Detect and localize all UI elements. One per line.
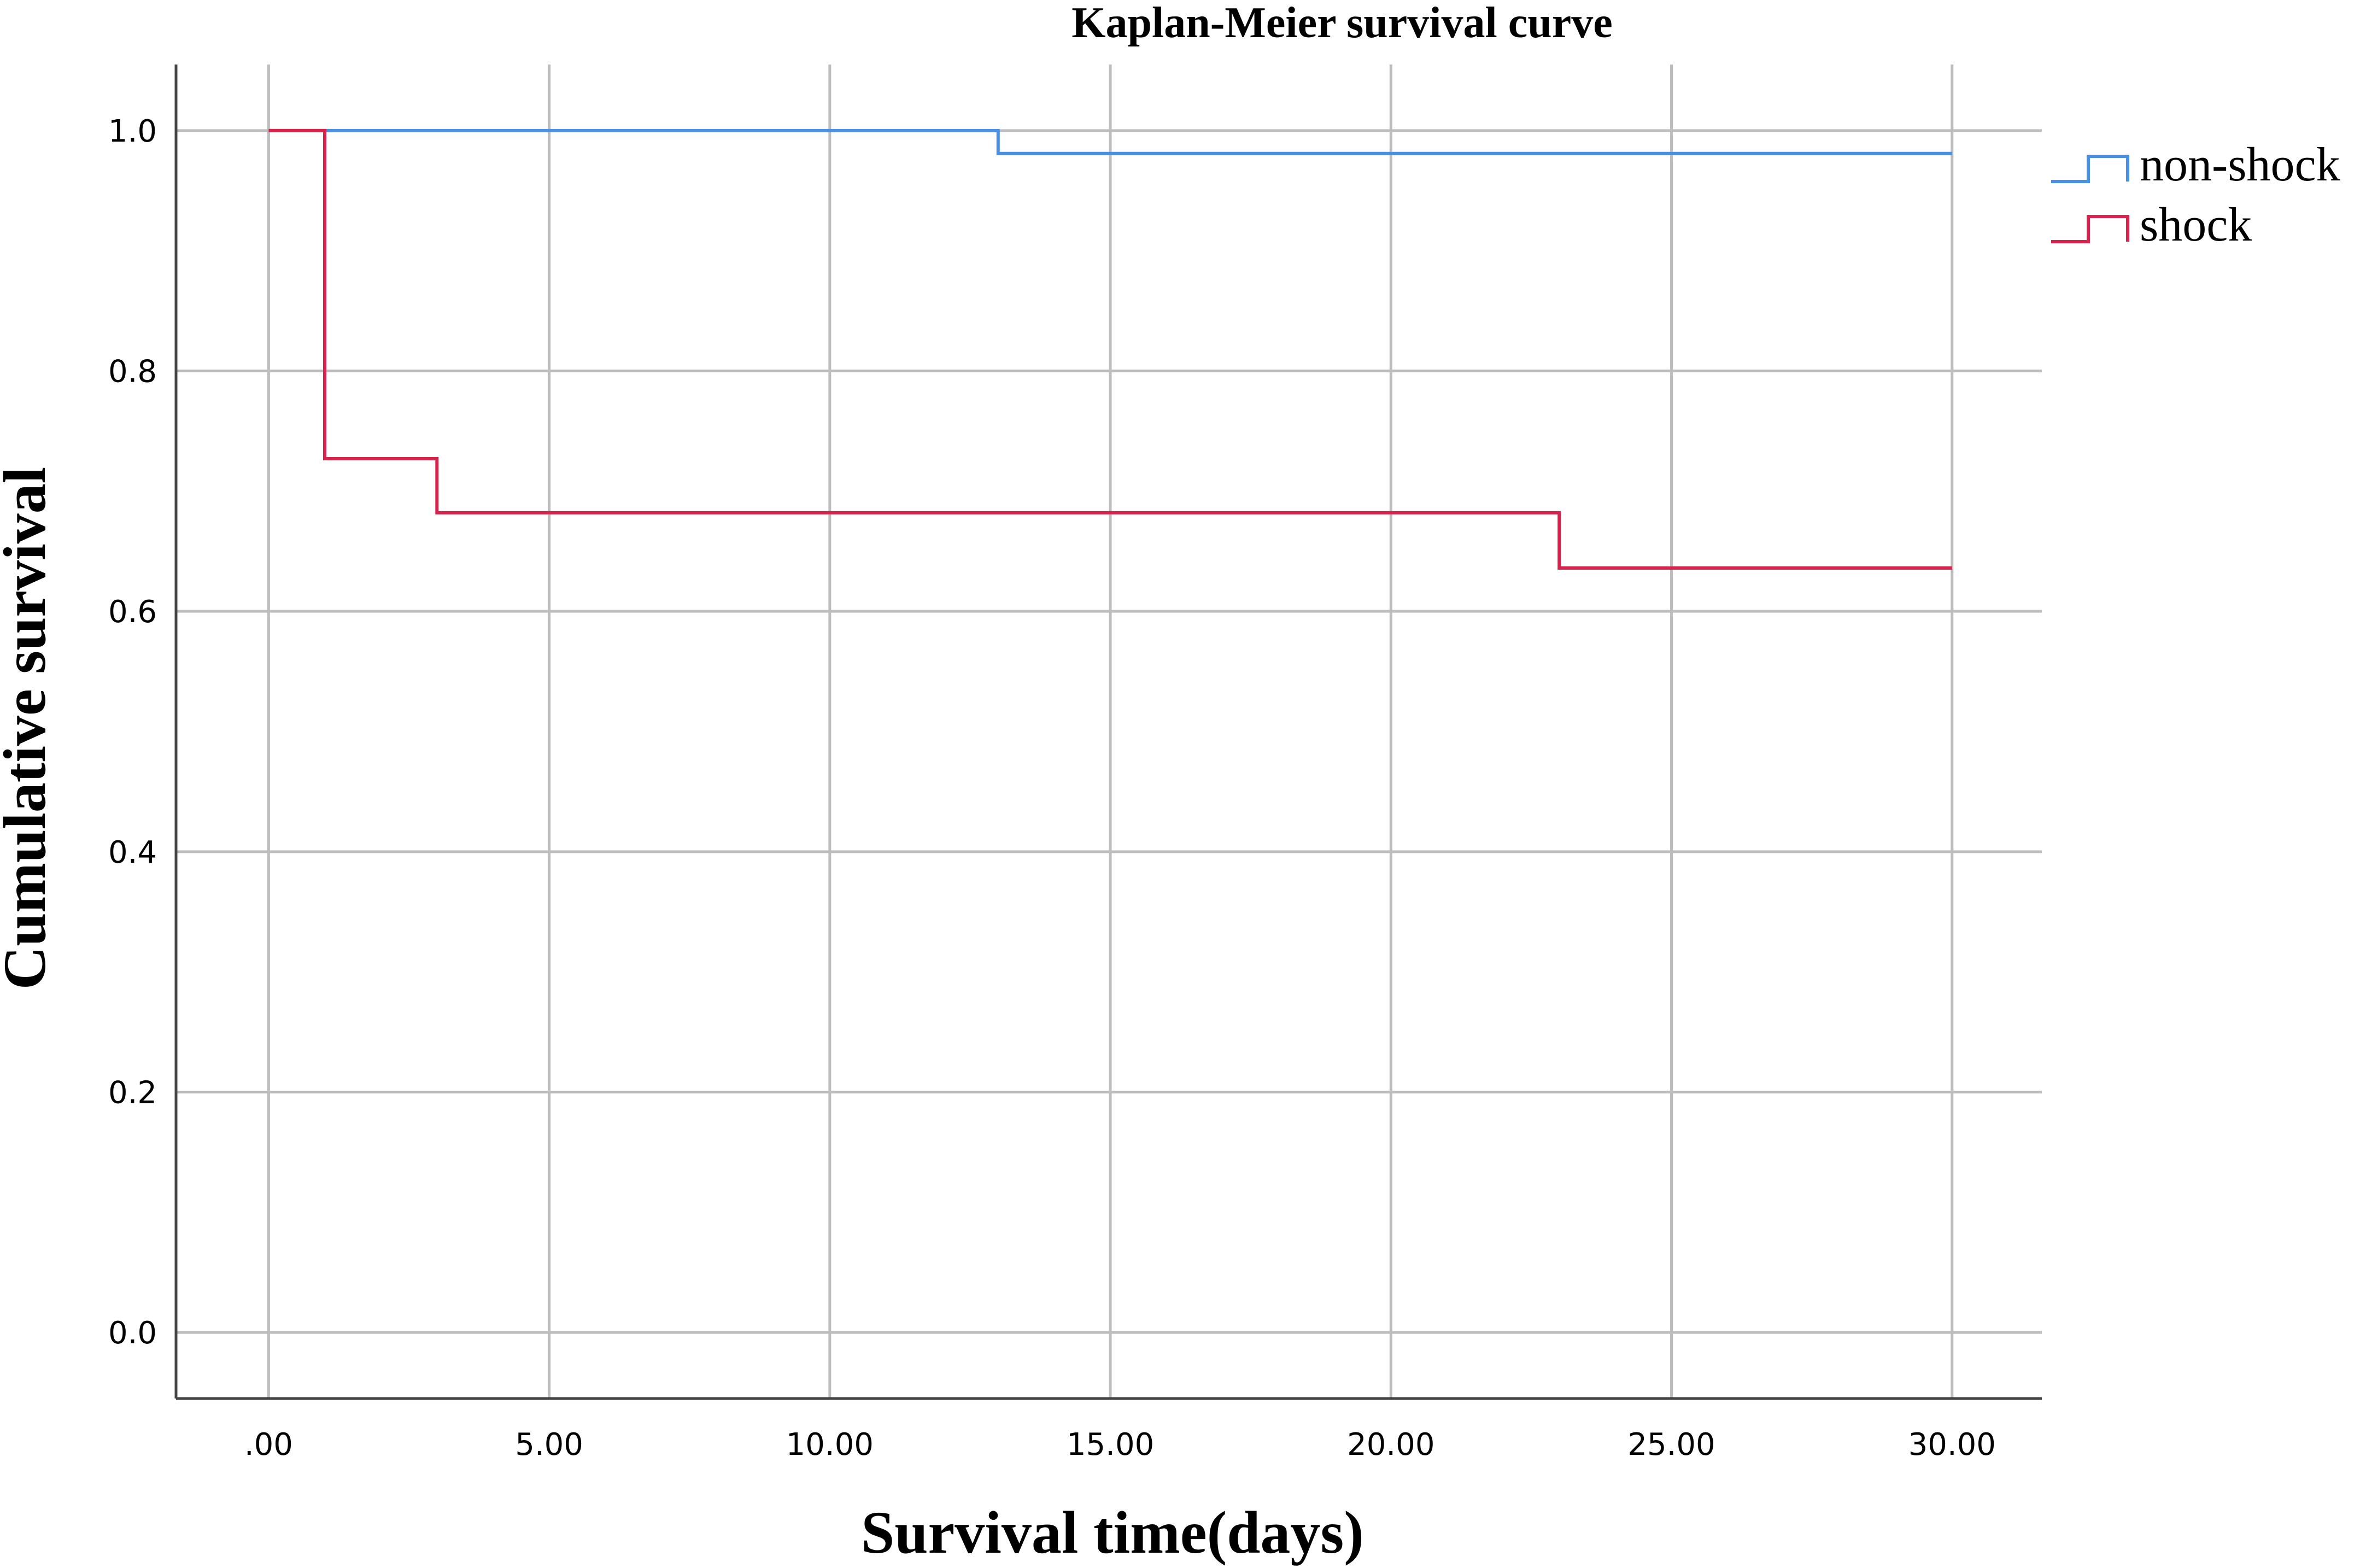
y-tick-label: 0.8: [108, 354, 157, 390]
legend-label-non-shock: non-shock: [2140, 138, 2340, 191]
tick-labels: .00 5.00 10.00 15.00 20.00 25.00 30.00 0.0 0.2 0.…: [108, 114, 1996, 1462]
y-tick-label: 1.0: [108, 114, 157, 149]
series-line-non-shock: [268, 128, 1952, 155]
x-tick-label: 5.00: [515, 1427, 583, 1462]
y-tick-label: 0.2: [108, 1075, 157, 1110]
x-tick-label: 25.00: [1627, 1427, 1715, 1462]
x-tick-label: 10.00: [786, 1427, 874, 1462]
x-tick-label: 20.00: [1347, 1427, 1434, 1462]
series-line-shock: [268, 128, 1952, 570]
x-tick-label: 30.00: [1908, 1427, 1996, 1462]
y-tick-label: 0.4: [108, 835, 157, 870]
axes: [174, 65, 2042, 1400]
legend-swatch-shock: [2051, 215, 2129, 243]
grid: [176, 65, 2042, 1399]
legend-swatch-non-shock: [2051, 155, 2129, 183]
y-tick-label: 0.0: [108, 1315, 157, 1351]
x-axis-title: Survival time(days): [861, 1499, 1364, 1566]
y-axis-title: Cumulative survival: [0, 467, 58, 990]
legend: non-shock shock: [2051, 138, 2340, 251]
series-lines: [268, 128, 1952, 570]
legend-label-shock: shock: [2140, 198, 2252, 251]
x-tick-label: 15.00: [1067, 1427, 1154, 1462]
chart-title: Kaplan-Meier survival curve: [1071, 0, 1613, 47]
y-tick-label: 0.6: [108, 594, 157, 630]
x-tick-label: .00: [244, 1427, 293, 1462]
